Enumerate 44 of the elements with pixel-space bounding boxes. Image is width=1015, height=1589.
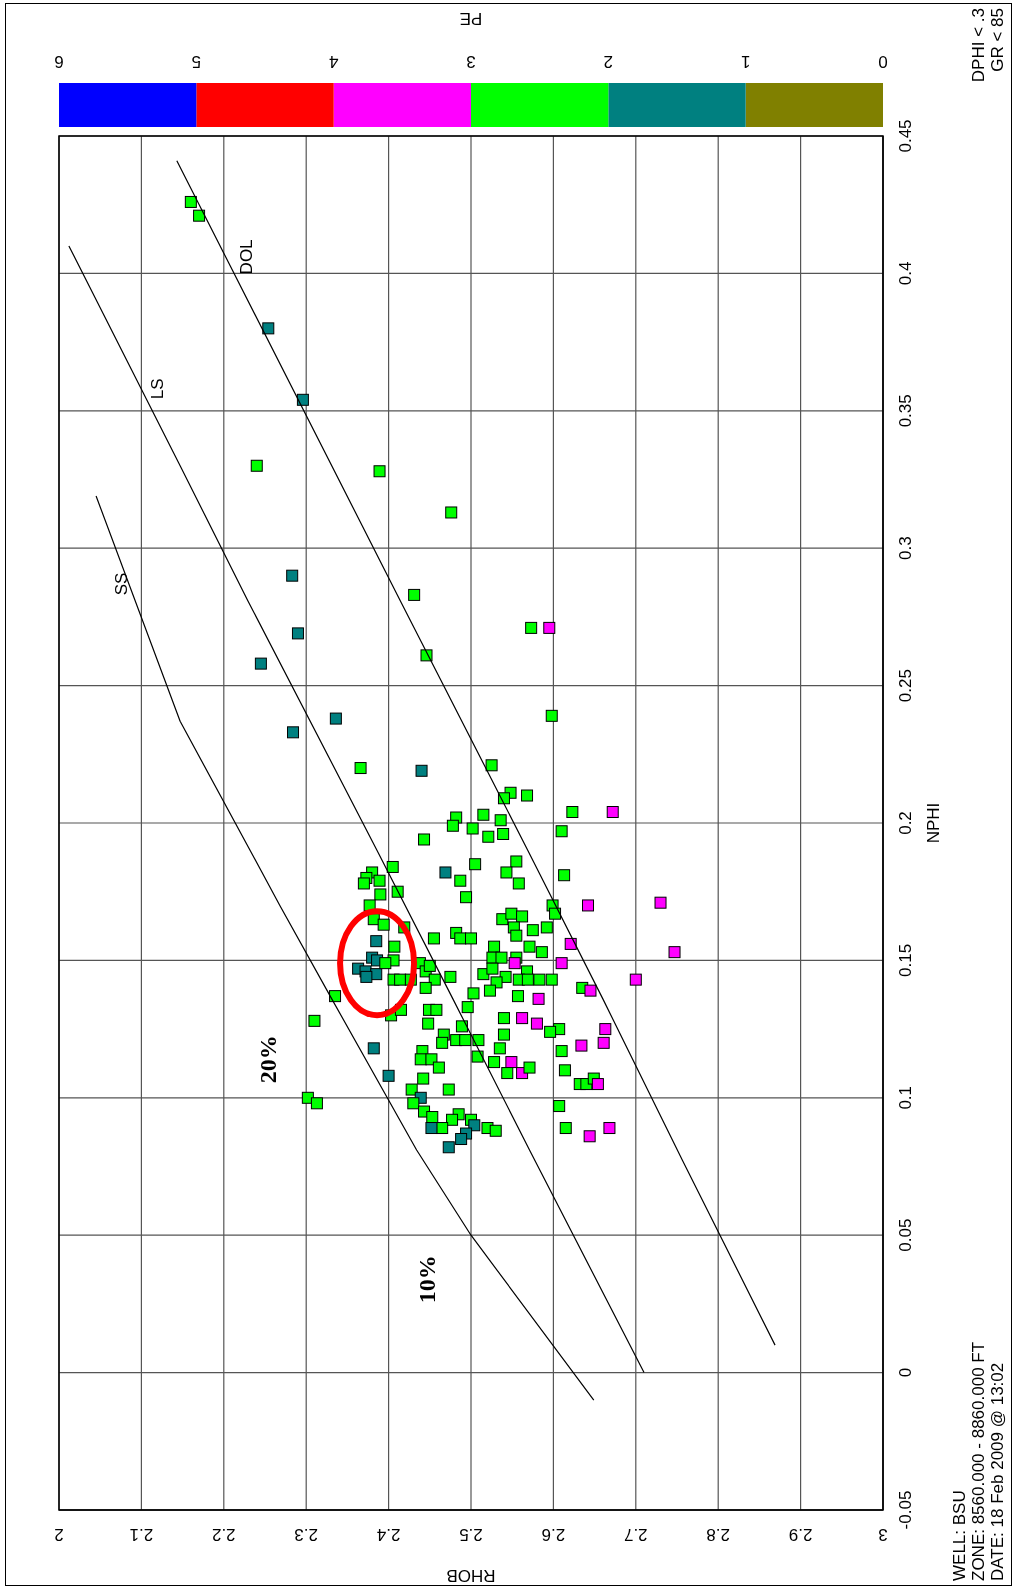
x-tick-label: 3	[878, 1524, 888, 1544]
color-bar-label: 1	[740, 51, 751, 71]
x-tick-label: 2.3	[294, 1524, 319, 1544]
text: GR < 85	[988, 8, 1007, 72]
text: ZONE: 8560.000 - 8860.000 FT	[969, 1341, 988, 1581]
color-bar-label: 0	[878, 51, 888, 71]
color-bar-label: 5	[191, 51, 202, 71]
line-series	[176, 160, 776, 1346]
annotation: SS	[112, 572, 132, 596]
y-tick-label: 0.45	[895, 119, 915, 153]
annotation: 10%	[414, 1255, 441, 1304]
x-tick-label: 2.2	[211, 1524, 236, 1544]
y-tick-label: 0.3	[895, 536, 915, 561]
y-tick-label: 0.4	[895, 261, 915, 286]
color-bar-label: 3	[466, 51, 476, 71]
text: DPHI < .3	[969, 8, 988, 83]
x-tick-label: 2.8	[706, 1524, 731, 1544]
x-tick-label: 2	[54, 1524, 64, 1544]
y-axis-title: NPHI	[923, 802, 943, 844]
color-bar-title: PE	[459, 8, 483, 28]
y-tick-label: 0.05	[895, 1218, 915, 1252]
color-bar-label: 6	[54, 51, 64, 71]
x-tick-label: 2.9	[788, 1524, 813, 1544]
x-tick-label: 2.5	[459, 1524, 483, 1544]
x-axis-title: RHOB	[446, 1565, 496, 1585]
x-tick-label: 2.7	[623, 1524, 648, 1544]
color-bar-label: 4	[328, 51, 339, 71]
y-tick-label: 0.15	[895, 943, 915, 977]
line-series	[95, 495, 595, 1401]
y-tick-label: -0.05	[895, 1490, 915, 1530]
y-tick-label: 0.25	[895, 669, 915, 703]
annotation: DOL	[237, 239, 257, 275]
y-tick-label: 0	[895, 1367, 915, 1378]
y-tick-label: 0.2	[895, 811, 915, 835]
annotation: LS	[147, 378, 167, 400]
y-tick-label: 0.35	[895, 394, 915, 428]
x-tick-label: 2.6	[541, 1524, 566, 1544]
text: DATE: 18 Feb 2009 @ 13:02	[988, 1362, 1007, 1581]
annotation: 20%	[255, 1035, 282, 1084]
text: WELL: BSU	[950, 1490, 969, 1581]
x-tick-label: 2.1	[129, 1524, 154, 1544]
color-bar-label: 2	[603, 51, 614, 71]
x-tick-label: 2.4	[376, 1524, 401, 1544]
y-tick-label: 0.1	[895, 1085, 915, 1110]
